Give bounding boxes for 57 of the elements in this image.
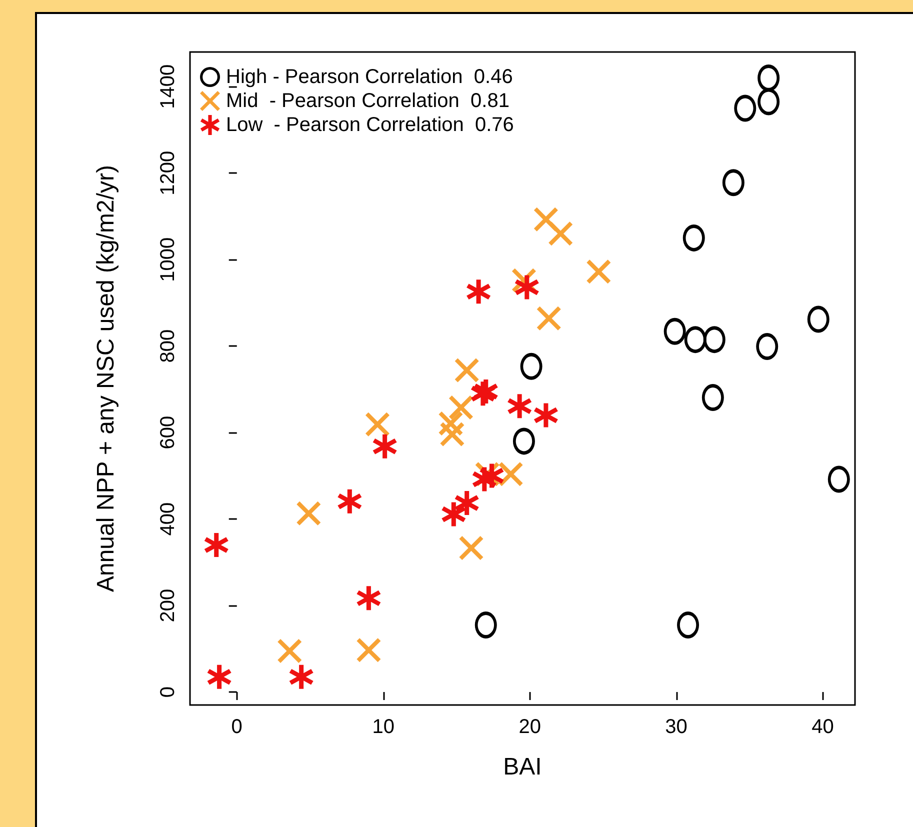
y-tick-label: 600 [157, 416, 179, 450]
point [474, 611, 497, 638]
point [512, 428, 535, 455]
y-axis-title: Annual NPP + any NSC used (kg/m2/yr) [92, 164, 120, 592]
y-tick-label: 200 [157, 588, 179, 622]
point [356, 638, 381, 662]
point [338, 489, 362, 514]
x-tick-label: 10 [372, 716, 394, 738]
x-tick-label: 40 [812, 716, 834, 738]
y-tick-label: 1400 [157, 64, 179, 109]
point [536, 306, 561, 330]
point [442, 502, 466, 526]
y-tick-label: 1000 [157, 237, 179, 282]
point [480, 464, 504, 488]
point [702, 384, 724, 412]
point [807, 306, 830, 333]
y-tick-label: 400 [157, 502, 179, 536]
point [372, 434, 397, 458]
point [448, 395, 473, 420]
legend-label: Low - Pearson Correlation 0.76 [226, 114, 514, 136]
x-tick-label: 30 [665, 716, 688, 738]
point [204, 532, 228, 557]
point [682, 224, 705, 252]
point [296, 501, 321, 526]
point [756, 333, 778, 360]
legend-label: Mid - Pearson Correlation 0.81 [226, 90, 510, 112]
y-tick-label: 800 [157, 329, 179, 363]
point [440, 422, 464, 446]
point [498, 462, 523, 486]
x-tick-label: 0 [231, 716, 242, 738]
point [664, 318, 686, 345]
point [459, 536, 484, 560]
x-axis-title: BAI [503, 754, 542, 780]
point [722, 169, 744, 196]
point [207, 664, 232, 689]
point [734, 94, 756, 122]
point [278, 638, 302, 663]
point [356, 586, 381, 610]
point [520, 352, 542, 380]
point [677, 611, 699, 638]
y-tick-label: 0 [157, 686, 179, 698]
point [548, 222, 573, 246]
point [514, 275, 539, 300]
point [703, 326, 726, 354]
point [586, 260, 611, 284]
point [508, 394, 532, 418]
y-tick-label: 1200 [157, 150, 179, 196]
legend-label: High - Pearson Correlation 0.46 [226, 66, 513, 88]
point [758, 88, 780, 116]
x-tick-label: 20 [518, 716, 541, 738]
point [365, 412, 390, 436]
point [534, 403, 558, 428]
point [289, 664, 314, 689]
point [828, 466, 850, 493]
point [454, 358, 479, 382]
point [466, 280, 491, 304]
point [454, 491, 479, 516]
